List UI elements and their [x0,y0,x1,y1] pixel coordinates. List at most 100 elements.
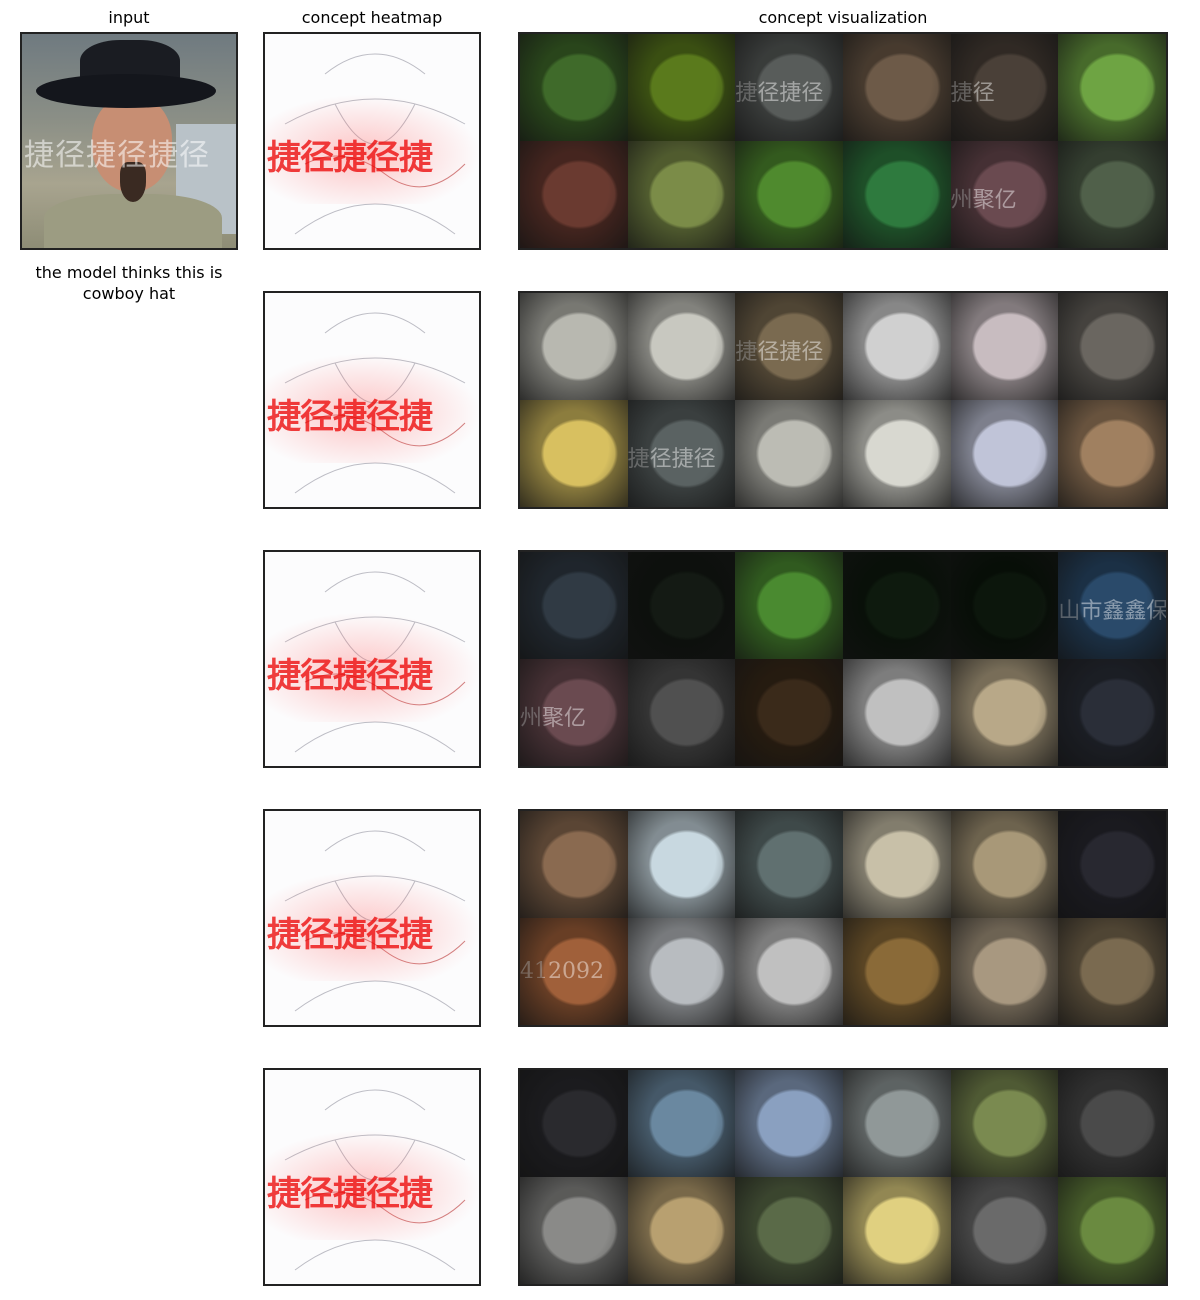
concept-example-tile: 捷径捷径 [735,293,843,400]
concept-example-tile [1058,1070,1166,1177]
concept-example-tile [735,400,843,507]
tile-watermark: 州聚亿 [520,705,587,731]
concept-example-tile [950,552,1059,659]
heatmap-watermark: 捷径捷径捷 [267,397,433,437]
concept-example-tile [950,1177,1059,1284]
concept-example-tile [520,400,628,507]
concept-example-tile [627,811,736,918]
concept-example-tile [842,811,951,918]
concept-example-tile [627,552,736,659]
concept-example-tile [1058,918,1166,1025]
concept-example-tile [950,811,1059,918]
concept-example-tile [627,293,736,400]
heatmap-watermark: 捷径捷径捷 [267,138,433,178]
concept-example-tile [842,293,951,400]
prediction-caption: the model thinks this is cowboy hat [35,263,223,303]
concept-heatmap-2: 捷径捷径捷 [263,291,481,509]
concept-visualization-grid-5 [518,1068,1168,1286]
concept-example-tile [735,1070,843,1177]
heat-glow [265,1130,479,1240]
concept-example-tile [520,1177,628,1284]
concept-example-tile [842,34,951,141]
concept-example-tile [1058,659,1166,766]
concept-example-tile [627,1070,736,1177]
concept-example-tile [950,659,1059,766]
edge-sketch [284,53,466,235]
concept-example-tile: 捷径捷径 [627,400,736,507]
concept-example-tile: 山市鑫鑫保险 [1058,552,1166,659]
concept-example-tile [950,400,1059,507]
heatmap-watermark: 捷径捷径捷 [267,656,433,696]
concept-example-tile [520,293,628,400]
visualization-column-title: concept visualization [758,8,928,27]
tile-watermark: 捷径捷径 [735,339,824,365]
input-column-title: input [108,8,150,27]
concept-example-tile [627,141,736,248]
concept-example-tile [520,34,628,141]
heat-glow [265,94,479,204]
concept-example-tile [842,918,951,1025]
concept-heatmap-3: 捷径捷径捷 [263,550,481,768]
concept-example-tile [735,1177,843,1284]
edge-sketch [284,830,466,1012]
tile-watermark: 捷径 [950,80,995,106]
concept-example-tile [735,659,843,766]
concept-example-tile: 捷径 [950,34,1059,141]
concept-example-tile [842,1177,951,1284]
concept-example-tile [1058,293,1166,400]
concept-example-tile [735,811,843,918]
concept-example-tile [520,1070,628,1177]
concept-example-tile [1058,1177,1166,1284]
concept-example-tile [842,141,951,248]
concept-visualization-grid-4: 412092 [518,809,1168,1027]
heat-glow [265,353,479,463]
concept-example-tile [1058,811,1166,918]
concept-example-tile [735,552,843,659]
concept-heatmap-4: 捷径捷径捷 [263,809,481,1027]
concept-heatmap-1: 捷径捷径捷 [263,32,481,250]
concept-example-tile [735,141,843,248]
concept-visualization-grid-1: 捷径捷径 捷径 州聚亿 [518,32,1168,250]
heat-glow [265,612,479,722]
concept-example-tile [627,34,736,141]
beard-shape [120,162,146,202]
input-watermark: 捷径捷径捷径 [24,138,210,173]
concept-example-tile: 州聚亿 [950,141,1059,248]
input-image: 捷径捷径捷径 [20,32,238,250]
tile-watermark: 412092 [520,958,604,984]
heatmap-column-title: concept heatmap [301,8,443,27]
tile-watermark: 州聚亿 [950,187,1017,213]
heatmap-watermark: 捷径捷径捷 [267,915,433,955]
concept-example-tile [520,141,628,248]
tile-watermark: 捷径捷径 [627,446,716,472]
heat-glow [265,871,479,981]
shirt-shape [44,194,222,248]
concept-example-tile: 412092 [520,918,628,1025]
concept-example-tile [842,1070,951,1177]
hat-brim-shape [36,74,216,108]
concept-example-tile: 捷径捷径 [735,34,843,141]
concept-example-tile [842,400,951,507]
concept-example-tile [1058,141,1166,248]
concept-example-tile: 州聚亿 [520,659,628,766]
concept-example-tile [842,552,951,659]
concept-example-tile [842,659,951,766]
concept-example-tile [627,1177,736,1284]
concept-example-tile [627,659,736,766]
concept-example-tile [1058,400,1166,507]
concept-example-tile [520,552,628,659]
concept-example-tile [950,918,1059,1025]
edge-sketch [284,571,466,753]
edge-sketch [284,1089,466,1271]
concept-heatmap-5: 捷径捷径捷 [263,1068,481,1286]
concept-example-tile [735,918,843,1025]
tile-watermark: 山市鑫鑫保险 [1058,598,1166,624]
concept-example-tile [950,1070,1059,1177]
concept-example-tile [627,918,736,1025]
concept-visualization-grid-3: 山市鑫鑫保险州聚亿 [518,550,1168,768]
edge-sketch [284,312,466,494]
concept-example-tile [950,293,1059,400]
concept-example-tile [520,811,628,918]
heatmap-watermark: 捷径捷径捷 [267,1174,433,1214]
tile-watermark: 捷径捷径 [735,80,824,106]
